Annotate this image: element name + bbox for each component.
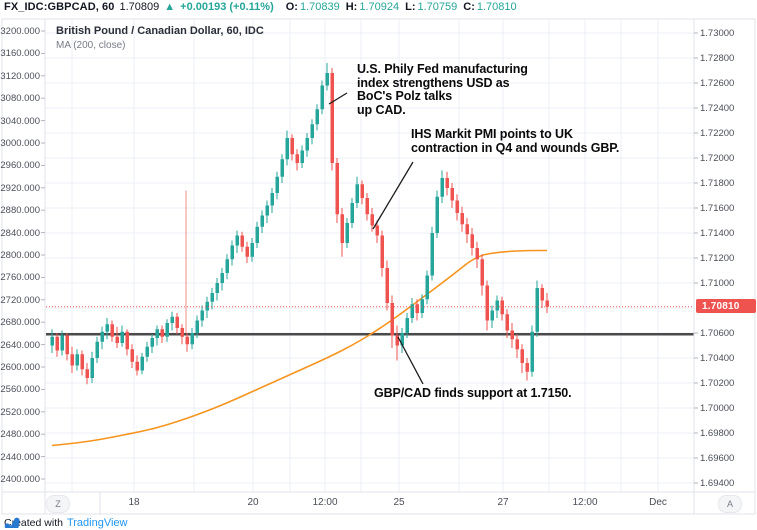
high-value: 1.70924 xyxy=(359,1,400,13)
left-axis-label: 2640.000 xyxy=(0,339,40,351)
annotation-ihs-markit[interactable]: IHS Markit PMI points to UK contraction … xyxy=(411,127,620,155)
chart-legend[interactable]: British Pound / Canadian Dollar, 60, IDC… xyxy=(56,24,264,53)
left-axis-label: 3000.000 xyxy=(0,138,40,149)
left-axis-label: 2960.000 xyxy=(0,160,40,172)
right-axis-label: 1.72200 xyxy=(700,128,735,139)
left-axis-label: 2880.000 xyxy=(0,205,40,217)
time-axis-label: 25 xyxy=(393,497,405,508)
annotation-line: index strengthens USD as xyxy=(357,75,510,90)
right-axis-label: 1.72600 xyxy=(700,78,735,89)
right-axis-label: 1.71000 xyxy=(700,278,735,289)
right-axis-label: 1.71400 xyxy=(700,228,735,239)
annotation-line: IHS Markit PMI points to UK xyxy=(411,127,573,141)
annotation-pointers xyxy=(328,92,424,385)
right-axis-label: 1.72800 xyxy=(700,53,735,64)
right-axis-label: 1.72400 xyxy=(700,103,735,114)
right-axis-label: 1.70000 xyxy=(700,403,735,414)
axis-ticks xyxy=(41,30,698,484)
right-axis-label: 1.69400 xyxy=(700,478,735,489)
left-axis-label: 2480.000 xyxy=(0,429,40,441)
left-axis-label: 3160.000 xyxy=(0,48,40,60)
left-axis-label: 2760.000 xyxy=(0,272,40,284)
tradingview-link[interactable]: TradingView xyxy=(66,517,128,529)
left-axis-label: 3120.000 xyxy=(0,70,40,82)
open-label: O: xyxy=(285,1,298,13)
symbol-name[interactable]: FX_IDC:GBPCAD, 60 xyxy=(4,1,115,13)
footer: Created with TradingView xyxy=(4,517,128,529)
ma-200-line[interactable] xyxy=(51,249,547,447)
annotation-line: BoC's Polz talks xyxy=(357,89,453,103)
right-axis-label: 1.70400 xyxy=(700,353,735,364)
legend-ma-indicator: MA (200, close) xyxy=(56,40,126,51)
auto-scale-button[interactable]: A xyxy=(718,495,742,513)
left-axis-label: 2560.000 xyxy=(0,384,40,396)
left-axis-label: 2680.000 xyxy=(0,317,40,329)
left-axis-label: 3040.000 xyxy=(0,115,40,127)
left-axis-label: 2800.000 xyxy=(0,250,40,261)
right-axis-label: 1.69800 xyxy=(700,428,735,439)
right-axis-label: 1.71600 xyxy=(700,203,735,214)
left-axis-label: 2440.000 xyxy=(0,451,40,463)
left-axis-label: 2920.000 xyxy=(0,182,40,194)
annotation-line: GBP/CAD finds support at 1.7150. xyxy=(374,386,572,400)
time-axis-label: 12:00 xyxy=(312,497,338,508)
symbol-info-bar: FX_IDC:GBPCAD, 60 1.70809 ▲ +0.00193 (+0.11… xyxy=(4,1,517,14)
left-axis-label: 3200.000 xyxy=(0,26,40,37)
open-value: 1.70839 xyxy=(299,1,340,13)
right-axis-label: 1.73000 xyxy=(700,28,735,39)
left-axis-label: 2720.000 xyxy=(0,294,40,306)
right-axis-label: 1.71200 xyxy=(700,253,735,264)
tradingview-logo-icon[interactable] xyxy=(4,517,21,529)
low-label: L: xyxy=(405,1,416,13)
current-price-badge: 1.70810 xyxy=(696,298,756,313)
right-axis-label: 1.72000 xyxy=(700,153,735,164)
candlestick-series xyxy=(50,63,549,385)
last-price: 1.70809 xyxy=(119,1,160,13)
annotation-support[interactable]: GBP/CAD finds support at 1.7150. xyxy=(374,386,572,401)
time-axis-label: Dec xyxy=(649,497,667,508)
left-axis-label: 2600.000 xyxy=(0,362,40,373)
left-axis-label: 2520.000 xyxy=(0,406,40,418)
left-axis-label: 2840.000 xyxy=(0,227,40,239)
change-arrow-icon: ▲ xyxy=(164,1,176,13)
price-change: +0.00193 (+0.11%) xyxy=(180,1,274,13)
zoom-out-button[interactable]: Z xyxy=(46,495,70,513)
left-axis-label: 2400.000 xyxy=(0,474,40,485)
right-axis-label: 1.71800 xyxy=(700,178,735,189)
annotation-phily-fed[interactable]: U.S. Phily Fed manufacturing index stren… xyxy=(357,62,528,117)
right-axis-label: 1.70600 xyxy=(700,328,735,339)
annotation-line: U.S. Phily Fed manufacturing xyxy=(357,62,528,76)
close-label: C: xyxy=(463,1,475,13)
grid-lines xyxy=(45,19,694,492)
annotation-line: up CAD. xyxy=(357,102,406,117)
low-value: 1.70759 xyxy=(417,1,458,13)
high-label: H: xyxy=(345,1,358,13)
time-axis-label: 18 xyxy=(128,497,140,508)
annotation-line: contraction in Q4 and wounds GBP. xyxy=(411,140,620,155)
time-axis-label: 27 xyxy=(497,497,509,508)
time-axis-label: 20 xyxy=(247,497,259,508)
close-value: 1.70810 xyxy=(476,1,517,13)
time-axis-label: 12:00 xyxy=(572,497,598,508)
axis-borders xyxy=(1,18,756,515)
legend-symbol-title: British Pound / Canadian Dollar, 60, IDC xyxy=(56,25,264,37)
left-axis-label: 3080.000 xyxy=(0,93,40,105)
right-axis-label: 1.70200 xyxy=(700,378,735,389)
right-axis-label: 1.69600 xyxy=(700,453,735,464)
